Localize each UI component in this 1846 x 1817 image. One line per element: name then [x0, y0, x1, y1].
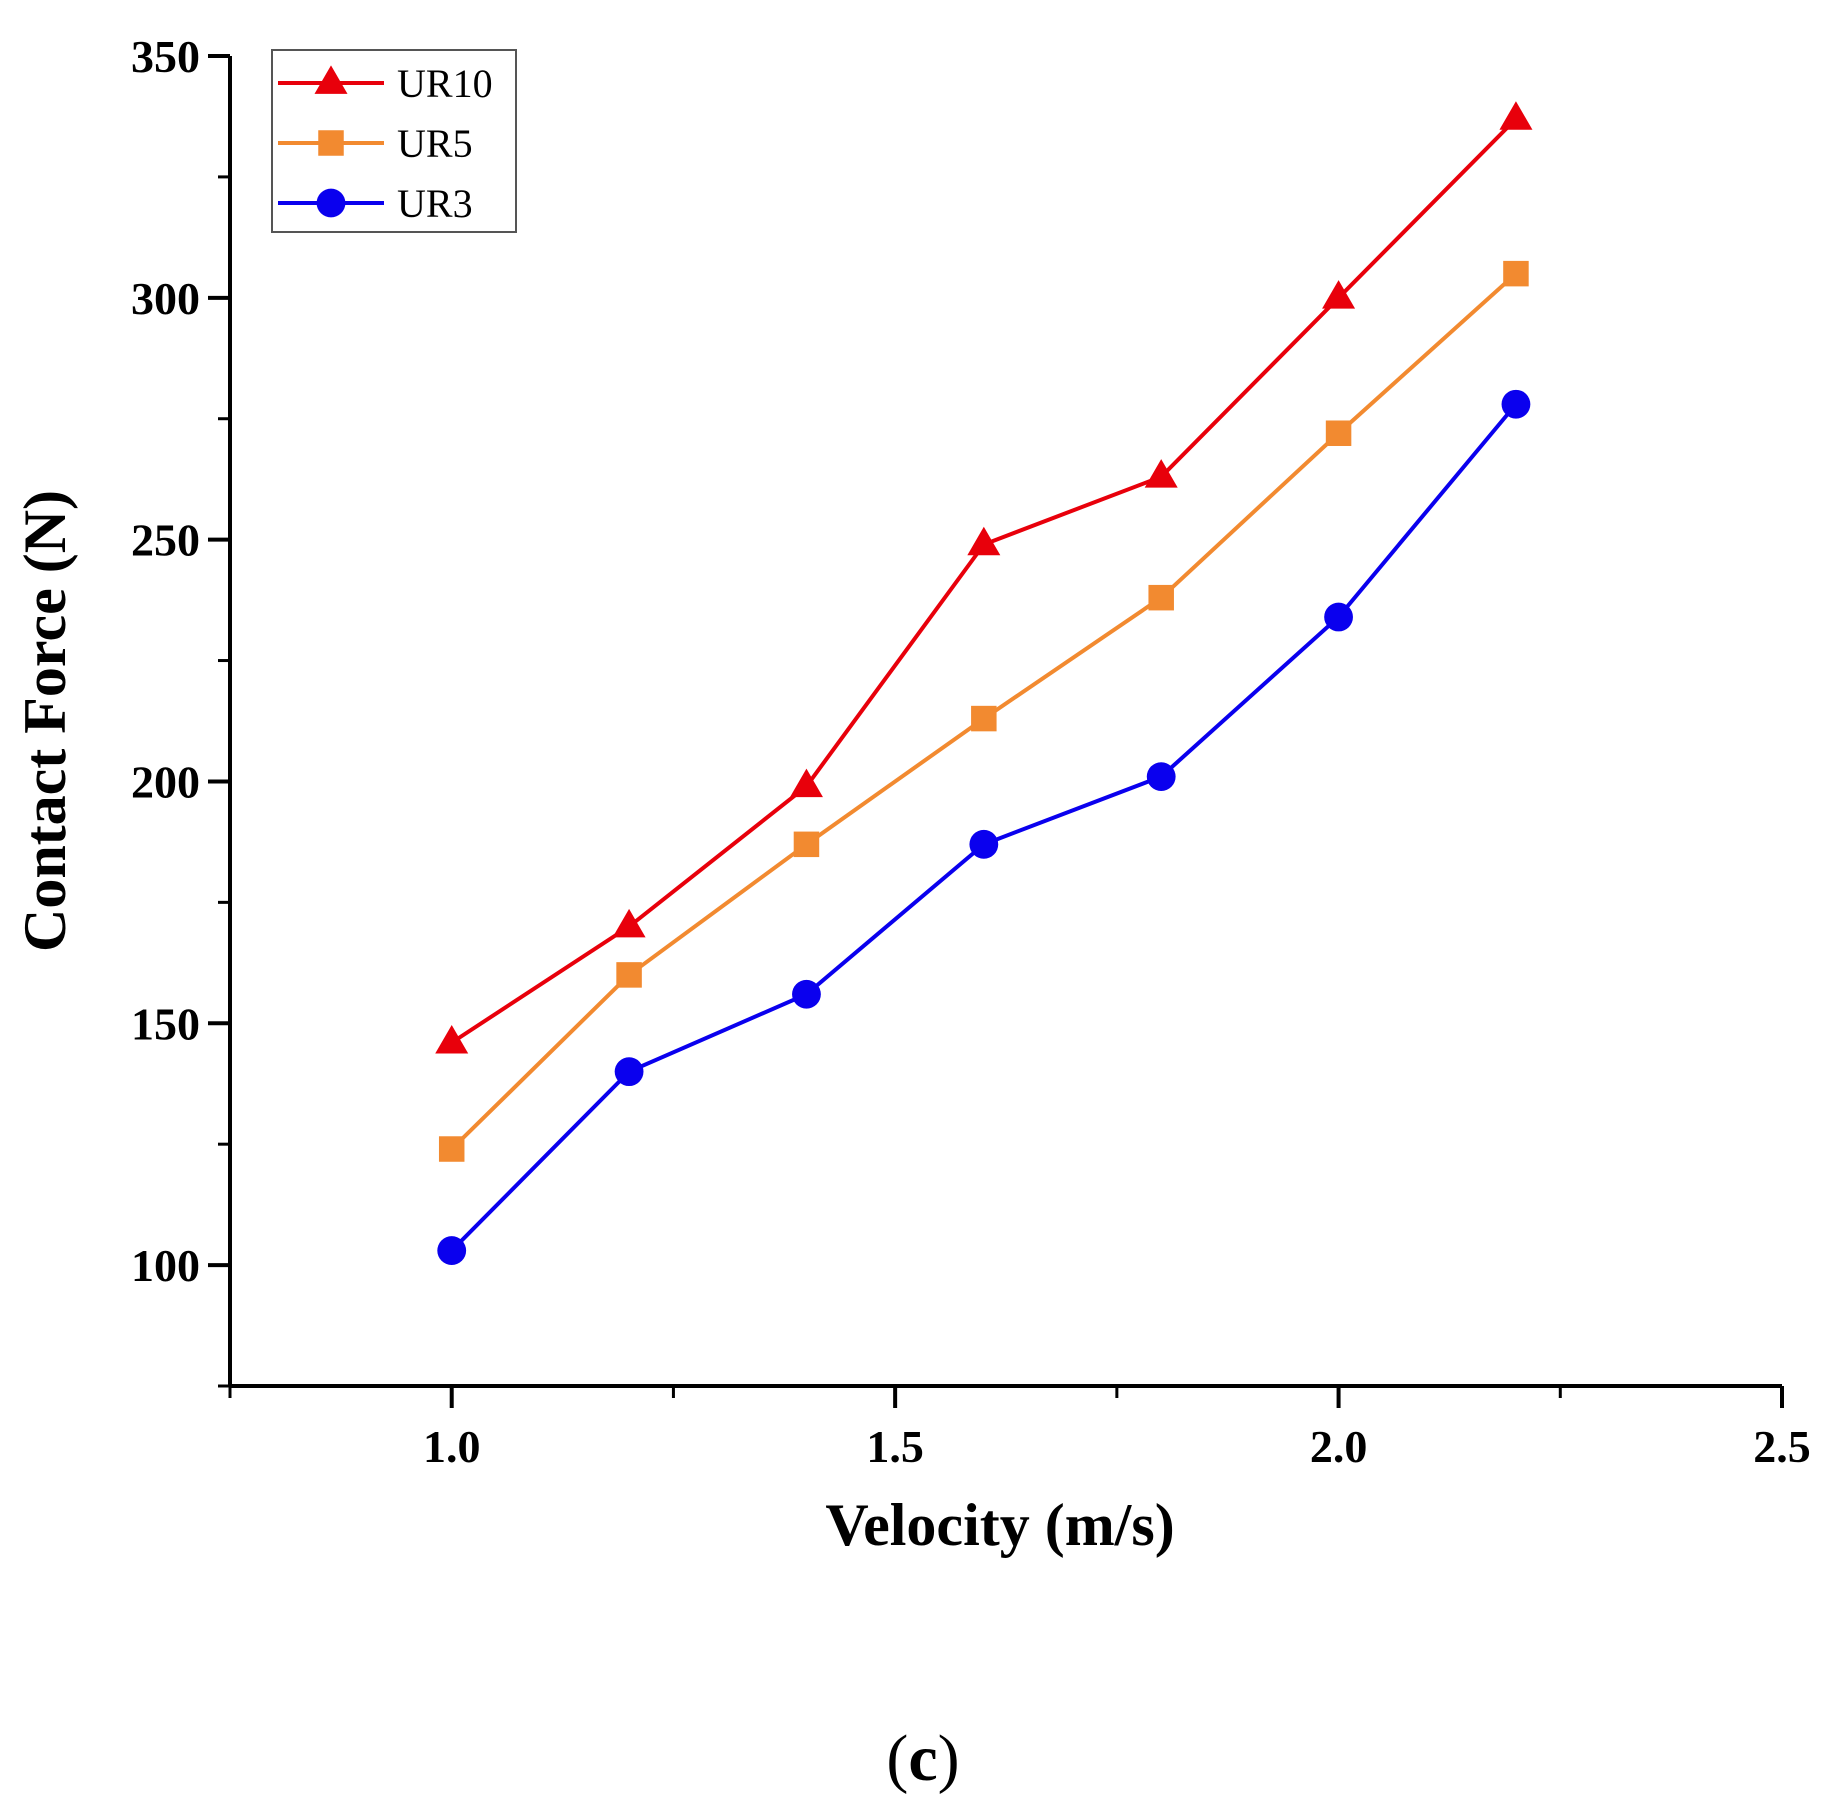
legend-marker-ur5	[318, 130, 344, 156]
x-axis-title: Velocity (m/s)	[825, 1492, 1174, 1558]
y-axis-title: Contact Force (N)	[12, 490, 78, 952]
legend-label-ur10: UR10	[397, 61, 493, 106]
data-point-ur5	[616, 962, 642, 988]
data-point-ur5	[793, 831, 820, 858]
data-point-ur10	[789, 768, 823, 798]
data-point-ur5	[1148, 584, 1174, 611]
x-tick-label: 1.5	[866, 1421, 924, 1472]
series-layer	[435, 101, 1533, 1265]
y-tick-label: 300	[131, 273, 200, 324]
data-point-ur10	[612, 908, 646, 938]
data-point-ur3	[614, 1057, 644, 1087]
panel-label: (c)	[886, 1722, 959, 1795]
data-point-ur3	[1146, 762, 1176, 792]
legend: UR10 UR5 UR3	[271, 49, 517, 233]
y-tick-label: 100	[131, 1240, 200, 1291]
x-tick-label: 1.0	[423, 1421, 481, 1472]
legend-label-ur3: UR3	[397, 181, 473, 226]
legend-marker-ur3	[316, 188, 346, 218]
legend-label-ur5: UR5	[397, 121, 473, 166]
series-line-ur10	[450, 117, 1518, 1045]
data-point-ur10	[967, 526, 1001, 556]
panel-label-close: )	[938, 1722, 960, 1795]
x-tick-label: 2.5	[1753, 1421, 1811, 1472]
data-point-ur10	[435, 1024, 469, 1054]
series-ur5	[438, 260, 1529, 1162]
data-point-ur10	[1144, 459, 1178, 488]
panel-label-open: (	[886, 1722, 908, 1795]
data-point-ur5	[438, 1136, 465, 1162]
data-point-ur5	[971, 705, 997, 732]
data-point-ur3	[437, 1236, 467, 1265]
y-tick-label: 200	[131, 756, 200, 807]
series-ur3	[437, 389, 1531, 1265]
axes: 100 150 200 250 300 350 1.0 1.5 2.0 2.5	[131, 31, 1811, 1472]
y-tick-label: 250	[131, 515, 200, 566]
data-point-ur3	[1324, 602, 1353, 632]
series-ur10	[435, 101, 1533, 1054]
data-point-ur5	[1325, 420, 1352, 446]
x-tick-label: 2.0	[1310, 1421, 1368, 1472]
panel-label-letter: c	[908, 1722, 937, 1795]
data-point-ur10	[1322, 280, 1356, 309]
legend-marker-ur10	[314, 65, 348, 94]
data-point-ur3	[1501, 389, 1531, 419]
data-point-ur3	[969, 829, 999, 859]
data-point-ur3	[792, 979, 821, 1009]
y-tick-label: 150	[131, 998, 200, 1049]
data-point-ur5	[1503, 260, 1529, 287]
y-tick-label: 350	[131, 31, 200, 82]
data-point-ur10	[1499, 101, 1533, 130]
